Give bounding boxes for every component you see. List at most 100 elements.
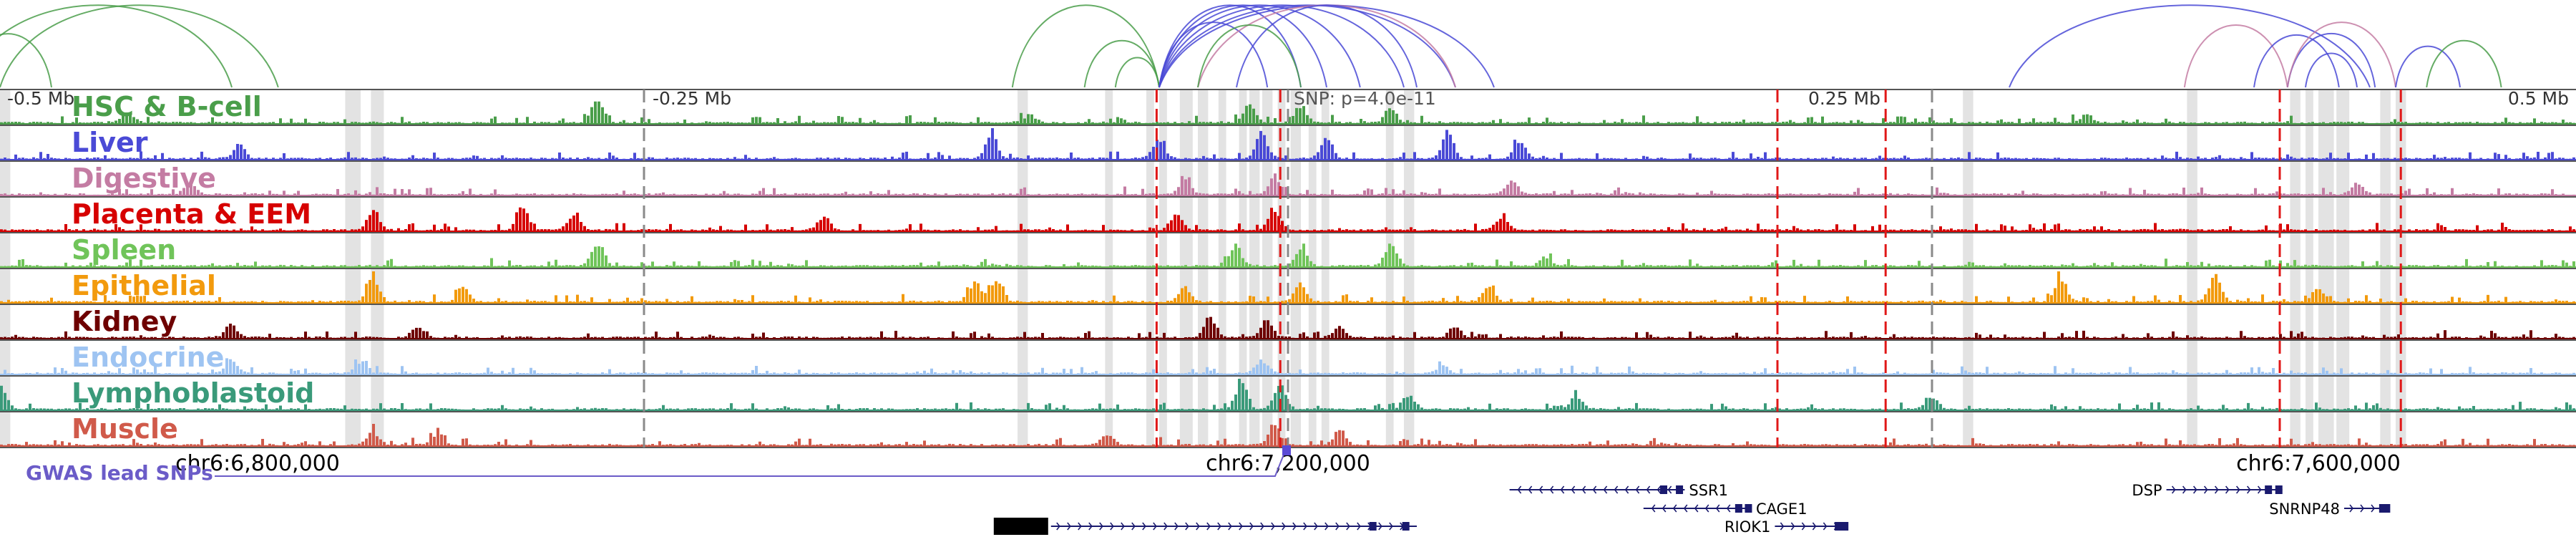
scale-tick-label: -0.5 Mb	[7, 88, 74, 109]
scale-tick-label: 0.25 Mb	[1808, 88, 1880, 109]
strand-arrow	[1282, 522, 1286, 531]
strand-arrow	[1314, 522, 1318, 531]
chromatin-loop-arc	[2395, 45, 2461, 88]
gene-label-riok1: RIOK1	[1724, 518, 1770, 536]
lead-snp-label: SNP: p=4.0e-11	[1294, 88, 1436, 109]
strand-arrow	[1153, 522, 1157, 531]
strand-arrow	[1790, 522, 1795, 531]
strand-arrow	[1538, 485, 1543, 494]
gene-annotation-track: SSR1 CAGE1 RIOK1 RREB1 DSP SNRNP48	[993, 482, 2391, 536]
gene-label-ssr1: SSR1	[1689, 482, 1728, 499]
strand-arrow	[1078, 522, 1082, 531]
chromatin-loop-arc	[1158, 4, 1361, 88]
chromatin-loop-arc	[1011, 4, 1160, 88]
track-label-liver: Liver	[72, 127, 148, 158]
strand-arrow	[2214, 485, 2219, 494]
strand-arrow	[1292, 522, 1297, 531]
coordinate-label: chr6:6,800,000	[175, 451, 340, 476]
gene-exon	[1735, 504, 1742, 513]
strand-arrow	[2246, 485, 2251, 494]
strand-arrow	[1335, 522, 1340, 531]
strand-arrow	[2203, 485, 2208, 494]
strand-arrow	[2182, 485, 2187, 494]
strand-arrow	[2371, 504, 2376, 513]
strand-arrow	[1614, 485, 1619, 494]
strand-arrow	[1715, 504, 1720, 513]
chromatin-loop-arc	[2009, 4, 2371, 88]
strand-arrow	[1217, 522, 1221, 531]
strand-arrow	[1249, 522, 1254, 531]
chromatin-loop-arc	[1158, 4, 1327, 88]
relative-scale: -0.5 Mb -0.25 Mb 0.25 Mb 0.5 Mb SNP: p=4…	[7, 88, 2569, 109]
track-labels: HSC & B-cell Liver Digestive Placenta & …	[72, 91, 314, 445]
track-label-placenta-eem: Placenta & EEM	[72, 198, 311, 230]
chromatin-loops	[0, 4, 2502, 88]
strand-arrow	[1099, 522, 1103, 531]
gene-exon	[1745, 504, 1752, 513]
strand-arrow	[1823, 522, 1828, 531]
strand-arrow	[1549, 485, 1554, 494]
gwas-snp-marker	[1282, 445, 1291, 455]
strand-arrow	[1780, 522, 1785, 531]
chromatin-loop-arc	[0, 33, 52, 88]
strand-arrow	[1174, 522, 1179, 531]
strand-arrow	[1131, 522, 1136, 531]
track-label-epithelial: Epithelial	[72, 270, 216, 301]
gwas-leader-line	[215, 450, 1286, 477]
chromatin-loop-arc	[1158, 4, 1302, 88]
track-label-muscle: Muscle	[72, 413, 178, 445]
chromatin-loop-arc	[1114, 57, 1160, 88]
strand-arrow	[1646, 485, 1651, 494]
strand-arrow	[2349, 504, 2354, 513]
chromatin-loop-arc	[1083, 39, 1160, 88]
track-label-hsc-b-cell: HSC & B-cell	[72, 91, 262, 122]
strand-arrow	[1801, 522, 1806, 531]
scale-tick-label: 0.5 Mb	[2508, 88, 2569, 109]
strand-arrow	[1260, 522, 1264, 531]
chromatin-loop-arc	[2305, 52, 2358, 88]
strand-arrow	[2235, 485, 2240, 494]
strand-arrow	[1389, 522, 1393, 531]
strand-arrow	[1571, 485, 1576, 494]
strand-arrow	[1056, 522, 1060, 531]
strand-arrow	[1624, 485, 1629, 494]
strand-arrow	[1694, 504, 1699, 513]
strand-arrow	[1726, 504, 1731, 513]
strand-arrow	[1206, 522, 1211, 531]
gene-label-snrnp48: SNRNP48	[2269, 500, 2340, 518]
track-label-endocrine: Endocrine	[72, 342, 224, 373]
strand-arrow	[2192, 485, 2197, 494]
gene-exon	[2275, 485, 2283, 494]
gene-label-highlight	[993, 518, 1048, 535]
strand-arrow	[1517, 485, 1522, 494]
track-label-digestive: Digestive	[72, 163, 216, 194]
strand-arrow	[1704, 504, 1709, 513]
strand-arrow	[1635, 485, 1640, 494]
strand-arrow	[1228, 522, 1232, 531]
strand-arrow	[1651, 504, 1656, 513]
chromatin-loop-arc	[0, 4, 279, 88]
gene-exon	[2265, 485, 2273, 494]
chromatin-loop-arc	[2426, 39, 2502, 88]
gene-exon	[1841, 522, 1849, 531]
strand-arrow	[1357, 522, 1361, 531]
strand-arrow	[1142, 522, 1146, 531]
strand-arrow	[1239, 522, 1243, 531]
gene-exon	[1676, 485, 1684, 494]
strand-arrow	[1603, 485, 1608, 494]
chromatin-loop-arc	[1197, 4, 1456, 88]
strand-arrow	[1662, 504, 1667, 513]
strand-arrow	[1528, 485, 1533, 494]
coordinate-label: chr6:7,600,000	[2236, 451, 2401, 476]
strand-arrow	[1667, 485, 1672, 494]
gene-exon	[2383, 504, 2391, 513]
gene-label-rreb1: RREB1	[997, 518, 1047, 536]
chromatin-loop-arc	[1158, 4, 1405, 88]
track-label-spleen: Spleen	[72, 234, 176, 266]
strand-arrow	[1592, 485, 1597, 494]
strand-arrow	[1672, 504, 1677, 513]
strand-arrow	[1812, 522, 1817, 531]
chromatin-loop-arc	[1197, 24, 1302, 88]
strand-arrow	[1346, 522, 1350, 531]
